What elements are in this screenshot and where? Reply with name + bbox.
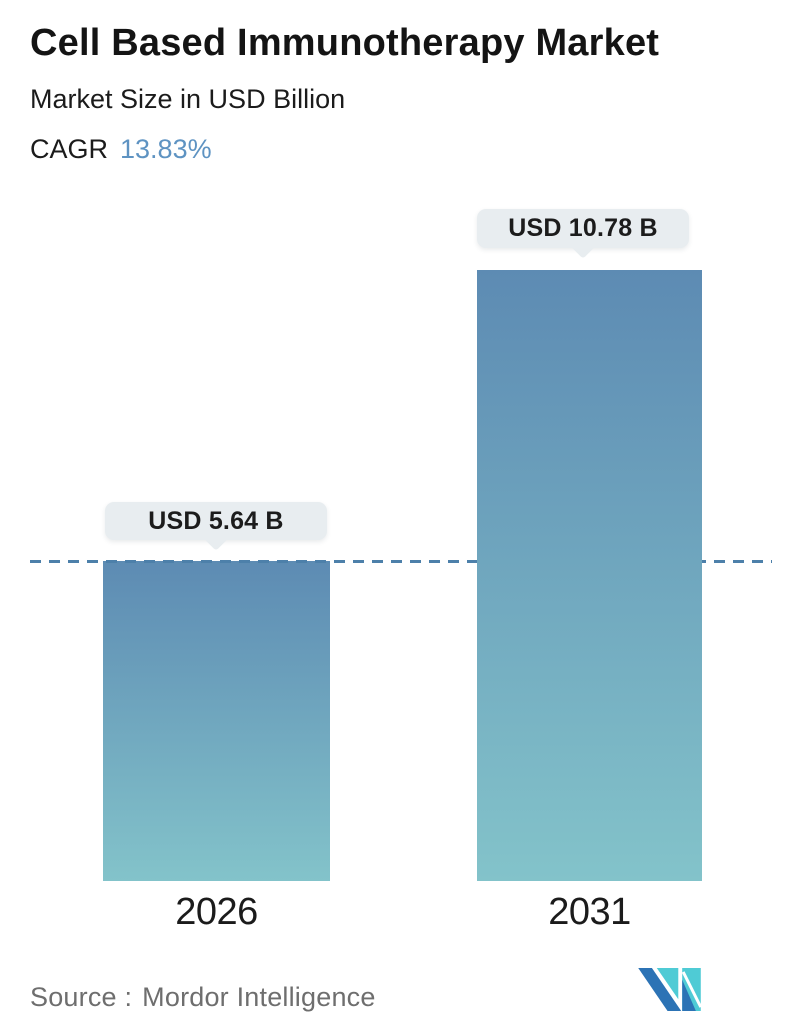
value-badge-2026: USD 5.64 B — [105, 502, 327, 551]
page-title: Cell Based Immunotherapy Market — [30, 22, 660, 64]
source-line: Source : Mordor Intelligence — [30, 982, 376, 1013]
bar-2031 — [477, 270, 702, 881]
source-value: Mordor Intelligence — [142, 982, 376, 1012]
value-label-2031: USD 10.78 B — [508, 214, 658, 242]
mordor-intelligence-logo — [638, 968, 702, 1011]
source-label: Source : — [30, 982, 133, 1012]
cagr-row: CAGR 13.83% — [30, 134, 212, 165]
bar-2026 — [103, 561, 330, 881]
value-label-2026: USD 5.64 B — [148, 506, 284, 535]
chart-subtitle: Market Size in USD Billion — [30, 84, 346, 114]
axis-label-2031: 2031 — [548, 891, 631, 933]
cagr-value: 13.83% — [120, 134, 212, 164]
value-badge-2031: USD 10.78 B — [477, 209, 689, 259]
reference-dashed-line — [30, 560, 772, 563]
cagr-label: CAGR — [30, 134, 109, 164]
axis-label-2026: 2026 — [175, 891, 258, 933]
